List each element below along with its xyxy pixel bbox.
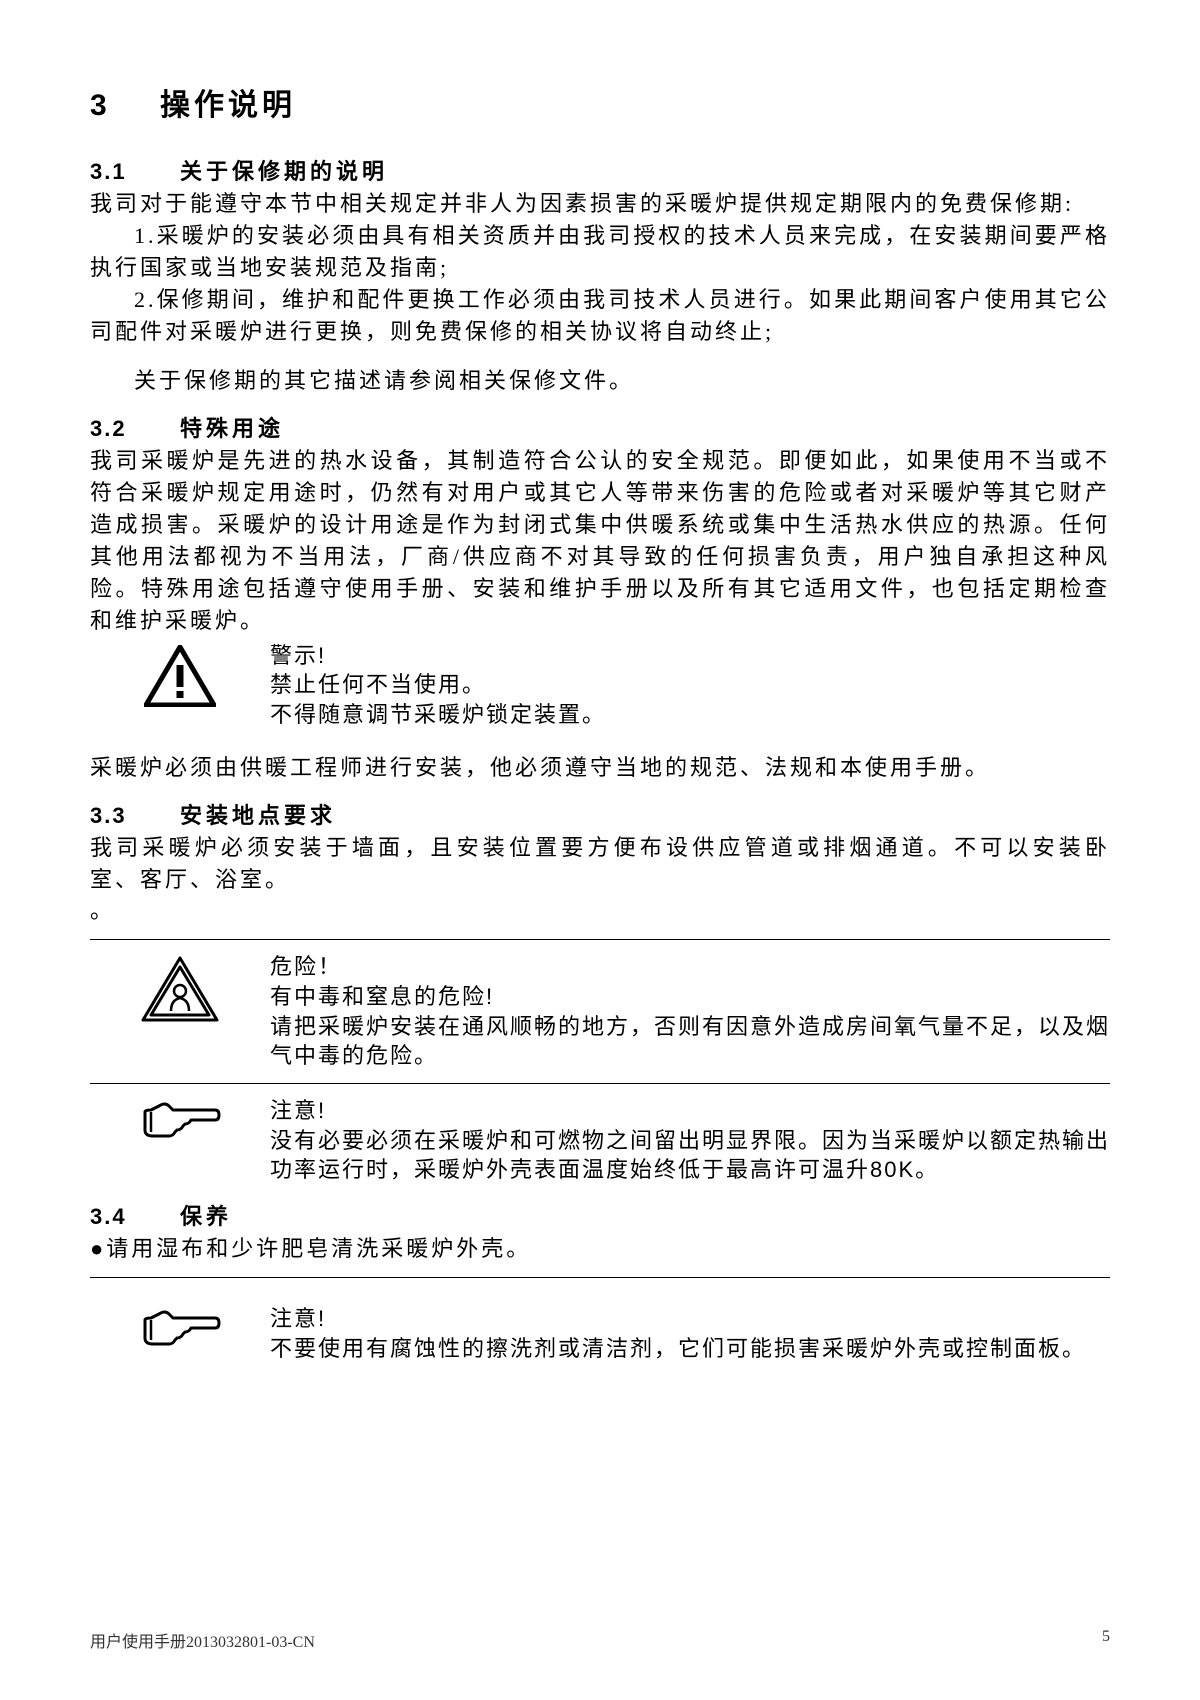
bullet-item: ●请用湿布和少许肥皂清洗采暖炉外壳。 (90, 1233, 1110, 1265)
note-label: 注意! (270, 1304, 1110, 1334)
danger-callout: 危险！ 有中毒和窒息的危险! 请把采暖炉安装在通风顺畅的地方，否则有因意外造成房… (90, 952, 1110, 1071)
section-title: 关于保修期的说明 (180, 159, 388, 184)
footer-left: 用户使用手册2013032801-03-CN (90, 1628, 315, 1652)
pointing-hand-icon (90, 1096, 270, 1144)
section-number: 3.1 (90, 159, 180, 185)
warning-text: 警示! 禁止任何不当使用。 不得随意调节采暖炉锁定装置。 (270, 641, 1110, 730)
danger-triangle-icon (90, 952, 270, 1022)
section-number: 3.2 (90, 416, 180, 442)
note-line: 没有必要必须在采暖炉和可燃物之间留出明显界限。因为当采暖炉以额定热输出功率运行时… (270, 1126, 1110, 1185)
note-text: 注意! 不要使用有腐蚀性的擦洗剂或清洁剂，它们可能损害采暖炉外壳或控制面板。 (270, 1304, 1110, 1363)
stray-text: 。 (90, 895, 1110, 927)
page-number: 5 (1102, 1628, 1110, 1652)
chapter-title: 3操作说明 (90, 80, 1110, 124)
note-callout: 注意! 没有必要必须在采暖炉和可燃物之间留出明显界限。因为当采暖炉以额定热输出功… (90, 1096, 1110, 1185)
list-item: 1.采暖炉的安装必须由具有相关资质并由我司授权的技术人员来完成，在安装期间要严格… (90, 220, 1110, 284)
body-text: 我司对于能遵守本节中相关规定并非人为因素损害的采暖炉提供规定期限内的免费保修期: (90, 188, 1110, 220)
warning-label: 警示! (270, 641, 1110, 671)
warning-line: 不得随意调节采暖炉锁定装置。 (270, 700, 1110, 730)
section-3-2-heading: 3.2特殊用途 (90, 411, 1110, 443)
pointing-hand-icon (90, 1304, 270, 1352)
note-text: 注意! 没有必要必须在采暖炉和可燃物之间留出明显界限。因为当采暖炉以额定热输出功… (270, 1096, 1110, 1185)
chapter-title-text: 操作说明 (160, 89, 296, 122)
section-3-3-heading: 3.3安装地点要求 (90, 798, 1110, 830)
note-callout: 注意! 不要使用有腐蚀性的擦洗剂或清洁剂，它们可能损害采暖炉外壳或控制面板。 (90, 1304, 1110, 1363)
list-item: 2.保修期间，维护和配件更换工作必须由我司技术人员进行。如果此期间客户使用其它公… (90, 284, 1110, 348)
note-line: 不要使用有腐蚀性的擦洗剂或清洁剂，它们可能损害采暖炉外壳或控制面板。 (270, 1334, 1110, 1364)
divider (90, 1277, 1110, 1278)
section-number: 3.3 (90, 803, 180, 829)
body-text: 采暖炉必须由供暖工程师进行安装，他必须遵守当地的规范、法规和本使用手册。 (90, 752, 1110, 784)
warning-triangle-icon (90, 641, 270, 707)
section-title: 安装地点要求 (180, 803, 336, 828)
chapter-number: 3 (90, 89, 160, 123)
divider (90, 1083, 1110, 1084)
note-label: 注意! (270, 1096, 1110, 1126)
danger-text: 危险！ 有中毒和窒息的危险! 请把采暖炉安装在通风顺畅的地方，否则有因意外造成房… (270, 952, 1110, 1071)
warning-callout: 警示! 禁止任何不当使用。 不得随意调节采暖炉锁定装置。 (90, 641, 1110, 730)
body-text: 关于保修期的其它描述请参阅相关保修文件。 (90, 365, 1110, 397)
page-footer: 用户使用手册2013032801-03-CN 5 (90, 1628, 1110, 1652)
section-title: 保养 (180, 1204, 232, 1229)
danger-line: 请把采暖炉安装在通风顺畅的地方，否则有因意外造成房间氧气量不足，以及烟气中毒的危… (270, 1012, 1110, 1071)
body-text: 我司采暖炉是先进的热水设备，其制造符合公认的安全规范。即便如此，如果使用不当或不… (90, 445, 1110, 636)
danger-label: 危险！ (270, 952, 1110, 982)
warning-line: 禁止任何不当使用。 (270, 670, 1110, 700)
section-number: 3.4 (90, 1204, 180, 1230)
section-3-1-heading: 3.1关于保修期的说明 (90, 154, 1110, 186)
section-title: 特殊用途 (180, 416, 284, 441)
body-text: 我司采暖炉必须安装于墙面，且安装位置要方便布设供应管道或排烟通道。不可以安装卧室… (90, 832, 1110, 896)
divider (90, 939, 1110, 940)
section-3-4-heading: 3.4保养 (90, 1199, 1110, 1231)
danger-line: 有中毒和窒息的危险! (270, 982, 1110, 1012)
